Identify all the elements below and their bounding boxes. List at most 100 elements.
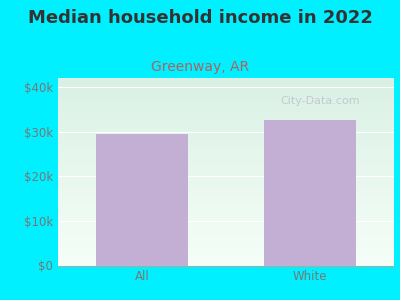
Bar <box>58 78 394 80</box>
Bar <box>58 234 394 236</box>
Bar <box>58 168 394 170</box>
Text: Greenway, AR: Greenway, AR <box>151 60 249 74</box>
Bar <box>58 236 394 237</box>
Bar <box>58 215 394 217</box>
Bar <box>58 219 394 220</box>
Bar <box>58 204 394 206</box>
Bar <box>58 116 394 117</box>
Bar <box>58 91 394 93</box>
Bar <box>58 264 394 266</box>
Bar <box>58 112 394 114</box>
Bar <box>58 172 394 174</box>
Bar <box>58 176 394 177</box>
Bar <box>58 222 394 224</box>
Bar <box>58 245 394 247</box>
Bar <box>58 260 394 262</box>
Bar <box>58 241 394 243</box>
Bar <box>58 136 394 138</box>
Bar <box>58 159 394 161</box>
Bar <box>58 174 394 176</box>
Bar <box>58 146 394 147</box>
Bar <box>58 254 394 256</box>
Bar <box>58 252 394 254</box>
Bar <box>58 160 394 162</box>
Bar <box>58 142 394 144</box>
Bar <box>96 134 188 266</box>
Bar <box>58 89 394 91</box>
Bar <box>58 185 394 187</box>
Bar <box>58 181 394 183</box>
Bar <box>58 84 394 85</box>
Bar <box>58 134 394 136</box>
Bar <box>58 249 394 250</box>
Bar <box>58 127 394 129</box>
Bar <box>58 153 394 155</box>
Bar <box>58 164 394 166</box>
Bar <box>58 262 394 264</box>
Text: City-Data.com: City-Data.com <box>280 95 360 106</box>
Bar <box>58 82 394 84</box>
Bar <box>58 130 394 132</box>
Bar <box>58 166 394 168</box>
Bar <box>58 179 394 181</box>
Bar <box>58 119 394 121</box>
Bar <box>58 106 394 108</box>
Bar <box>58 196 394 198</box>
Bar <box>58 95 394 97</box>
Bar <box>58 114 394 116</box>
Bar <box>58 121 394 123</box>
Bar <box>58 155 394 157</box>
Bar <box>58 239 394 241</box>
Bar <box>58 258 394 260</box>
Bar <box>58 144 394 146</box>
Bar <box>58 151 394 153</box>
Bar <box>58 125 394 127</box>
Bar <box>58 198 394 200</box>
Bar <box>58 102 394 104</box>
Bar <box>58 200 394 202</box>
Bar <box>58 209 394 211</box>
Bar <box>58 117 394 119</box>
Bar <box>58 85 394 87</box>
Bar <box>58 123 394 125</box>
Bar <box>58 189 394 190</box>
Bar <box>58 149 394 151</box>
Bar <box>58 243 394 245</box>
Bar <box>58 129 394 130</box>
Bar <box>58 170 394 172</box>
Bar <box>58 250 394 252</box>
Bar <box>58 230 394 232</box>
Bar <box>58 228 394 230</box>
Bar <box>58 183 394 185</box>
Bar <box>58 207 394 209</box>
Bar <box>58 80 394 82</box>
Bar <box>58 192 394 194</box>
Bar <box>58 110 394 112</box>
Bar <box>58 194 394 196</box>
Bar <box>58 247 394 249</box>
Bar <box>58 132 394 134</box>
Bar <box>264 120 356 266</box>
Bar <box>58 87 394 89</box>
Bar <box>58 211 394 213</box>
Bar <box>58 202 394 204</box>
Bar <box>58 162 394 164</box>
Bar <box>58 93 394 95</box>
Bar <box>58 213 394 215</box>
Bar <box>58 232 394 234</box>
Bar <box>58 224 394 226</box>
Bar <box>58 190 394 192</box>
Bar <box>58 108 394 110</box>
Bar <box>58 217 394 219</box>
Bar <box>58 104 394 106</box>
Bar <box>58 177 394 179</box>
Bar <box>58 157 394 159</box>
Bar <box>58 138 394 140</box>
Bar <box>58 220 394 222</box>
Bar <box>58 100 394 102</box>
Bar <box>58 256 394 258</box>
Bar <box>58 237 394 239</box>
Bar <box>58 206 394 207</box>
Bar <box>58 97 394 99</box>
Bar <box>58 226 394 228</box>
